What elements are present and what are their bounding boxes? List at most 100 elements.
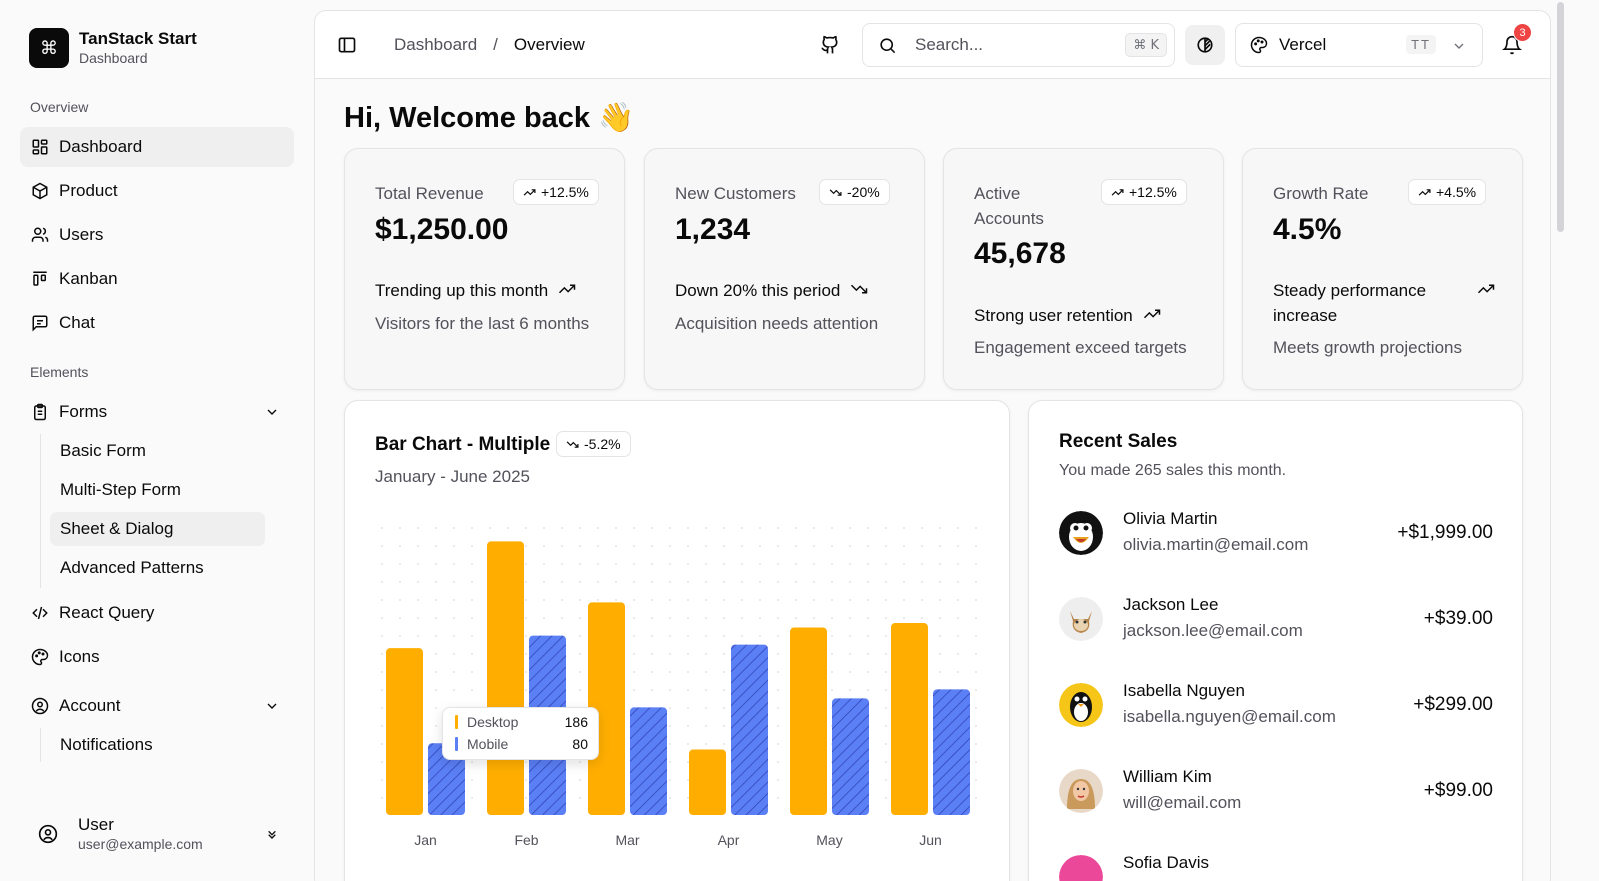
stat-label: Growth Rate: [1273, 184, 1369, 203]
palette-icon: [31, 648, 49, 666]
code-icon: [32, 606, 48, 620]
sidebar-toggle-icon[interactable]: [337, 35, 357, 55]
team-shortcut: TT: [1406, 35, 1436, 54]
brand-subtitle: Dashboard: [79, 50, 148, 66]
sidebar-item-label: Account: [59, 696, 121, 715]
dashboard-icon: [32, 139, 48, 155]
contrast-icon: [1197, 37, 1213, 53]
bar-mobile-mar[interactable]: [630, 707, 667, 815]
theme-toggle-button[interactable]: [1185, 25, 1225, 65]
bar-mobile-jun[interactable]: [933, 689, 970, 815]
recent-sales-card: Recent Sales You made 265 sales this mon…: [1028, 400, 1523, 881]
bar-desktop-jun[interactable]: [891, 623, 928, 815]
stat-description: Meets growth projections: [1273, 338, 1462, 357]
sale-row[interactable]: Sofia Davis: [1059, 853, 1493, 881]
bar-mobile-apr[interactable]: [731, 644, 768, 815]
sale-row[interactable]: Olivia Martin olivia.martin@email.com +$…: [1059, 509, 1493, 557]
search-placeholder: Search...: [915, 35, 984, 54]
desktop-swatch: [455, 715, 458, 729]
sidebar-item-users[interactable]: Users: [20, 215, 294, 255]
chevron-down-icon: [267, 703, 277, 709]
bar-desktop-jan[interactable]: [386, 648, 423, 815]
sale-amount: +$99.00: [1423, 780, 1493, 801]
bar-desktop-feb[interactable]: [487, 541, 524, 815]
sidebar-subitem-notifications[interactable]: Notifications: [60, 735, 153, 754]
chart-trend-badge: -5.2%: [556, 431, 631, 457]
tooltip-row-desktop: Desktop 186: [455, 714, 588, 730]
chart-trend-value: -5.2%: [584, 436, 621, 452]
sale-amount: +$1,999.00: [1397, 522, 1493, 543]
user-email: user@example.com: [78, 836, 203, 852]
bell-icon[interactable]: [1502, 35, 1522, 55]
sidebar-item-kanban[interactable]: Kanban: [20, 259, 294, 299]
x-tick-label: Jan: [414, 832, 437, 848]
sale-row[interactable]: William Kim will@email.com +$99.00: [1059, 767, 1493, 815]
trending-down-icon: [851, 284, 868, 294]
stat-summary-text: Strong user retention: [974, 306, 1133, 325]
sidebar-subitem-advanced-patterns[interactable]: Advanced Patterns: [60, 558, 204, 577]
user-menu[interactable]: User user@example.com: [20, 808, 294, 860]
clipboard-icon: [34, 403, 46, 421]
trending-up-icon: [523, 188, 536, 196]
sale-email: will@email.com: [1123, 793, 1242, 812]
user-name: User: [78, 815, 114, 834]
stat-summary: Strong user retention: [974, 303, 1161, 328]
sidebar-item-dashboard[interactable]: Dashboard: [20, 127, 294, 167]
sidebar-subitem-sheet-dialog[interactable]: Sheet & Dialog: [50, 512, 265, 546]
page-title: Hi, Welcome back 👋: [344, 102, 635, 134]
avatar: [1059, 597, 1103, 641]
bar-desktop-mar[interactable]: [588, 602, 625, 815]
avatar: [1059, 683, 1103, 727]
stat-card-total-revenue: Total Revenue +12.5% $1,250.00 Trending …: [344, 148, 625, 390]
avatar: [1059, 511, 1103, 555]
github-icon[interactable]: [820, 35, 840, 55]
sale-name: William Kim: [1123, 767, 1212, 786]
sidebar-item-label: Product: [59, 181, 118, 200]
users-icon: [31, 227, 49, 242]
sidebar-subitem-multi-step-form[interactable]: Multi-Step Form: [60, 480, 181, 499]
palette-icon: [1250, 36, 1268, 54]
trend-value: -20%: [847, 184, 880, 200]
search-icon: [880, 37, 896, 53]
sidebar-item-label: Users: [59, 225, 104, 244]
sidebar-item-label: Chat: [59, 313, 95, 332]
stat-card-active-accounts: Active Accounts +12.5% 45,678 Strong use…: [943, 148, 1224, 390]
bar-desktop-may[interactable]: [790, 627, 827, 815]
search-input[interactable]: Search... ⌘ K: [862, 23, 1175, 67]
trending-up-icon: [559, 284, 576, 294]
stat-summary: Trending up this month: [375, 278, 576, 303]
bar-mobile-jan[interactable]: [428, 743, 465, 815]
x-tick-label: May: [816, 832, 842, 848]
sale-email: olivia.martin@email.com: [1123, 535, 1309, 554]
breadcrumb-dashboard[interactable]: Dashboard: [394, 35, 478, 54]
search-shortcut: ⌘ K: [1125, 33, 1167, 57]
sidebar-item-icons[interactable]: Icons: [20, 637, 294, 677]
sale-row[interactable]: Jackson Lee jackson.lee@email.com +$39.0…: [1059, 595, 1493, 643]
team-selector[interactable]: Vercel TT: [1235, 23, 1483, 67]
stat-label: Active Accounts: [974, 184, 1044, 228]
avatar: [1059, 855, 1103, 881]
sales-title: Recent Sales: [1059, 431, 1178, 452]
tooltip-series-value: 186: [564, 714, 588, 730]
sidebar-item-forms[interactable]: Forms: [20, 392, 294, 432]
bar-mobile-may[interactable]: [832, 698, 869, 815]
sidebar-item-chat[interactable]: Chat: [20, 303, 294, 343]
brand[interactable]: ⌘ TanStack Start Dashboard: [29, 28, 197, 68]
breadcrumb-overview: Overview: [513, 35, 585, 54]
scrollbar-thumb[interactable]: [1557, 2, 1564, 232]
sidebar-subitem-basic-form[interactable]: Basic Form: [60, 441, 146, 460]
main-panel: Dashboard / Overview Search... ⌘ K Verce…: [314, 10, 1551, 881]
chart-title: Bar Chart - Multiple: [375, 434, 551, 455]
stat-summary-text: Steady performance increase: [1273, 281, 1427, 325]
chat-icon: [32, 315, 48, 332]
top-header: Dashboard / Overview Search... ⌘ K Verce…: [315, 11, 1550, 79]
sidebar-item-react-query[interactable]: React Query: [20, 593, 294, 633]
sale-row[interactable]: Isabella Nguyen isabella.nguyen@email.co…: [1059, 681, 1493, 729]
stat-label: Total Revenue: [375, 184, 484, 203]
sidebar-item-account[interactable]: Account: [20, 686, 294, 726]
dashboard-content: Hi, Welcome back 👋 Total Revenue +12.5% …: [315, 79, 1550, 881]
sale-amount: +$299.00: [1413, 694, 1493, 715]
bar-desktop-apr[interactable]: [689, 749, 726, 815]
trend-value: +4.5%: [1436, 184, 1477, 200]
sidebar-item-product[interactable]: Product: [20, 171, 294, 211]
